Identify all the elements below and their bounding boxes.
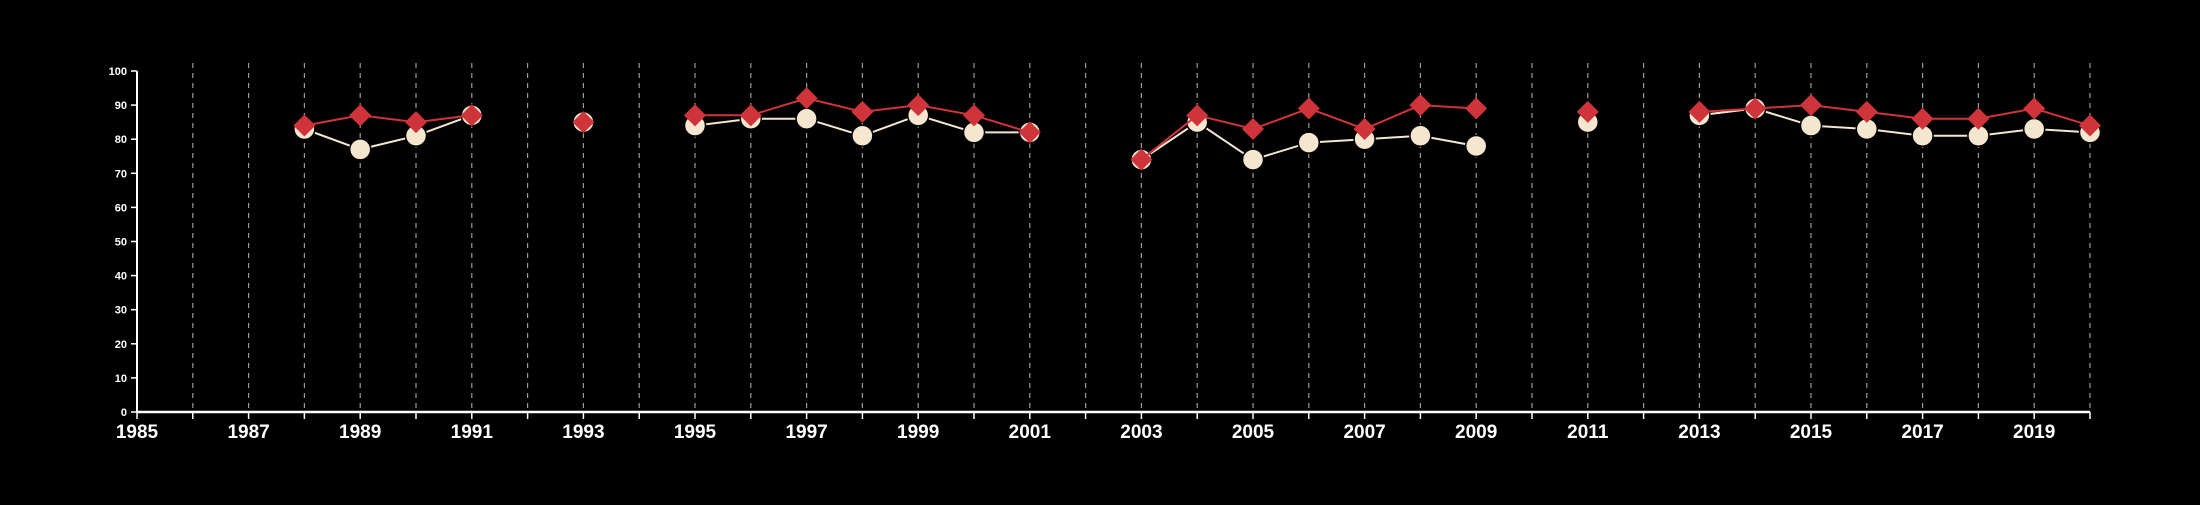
diamond-point-1988[interactable] [293, 114, 316, 137]
diamond-point-2014[interactable] [1744, 97, 1767, 120]
diamond-point-2004[interactable] [1186, 104, 1209, 127]
diamond-point-2000[interactable] [963, 104, 985, 127]
y-tick-label-60: 60 [115, 202, 127, 214]
series-diamond [293, 87, 2101, 171]
diamond-point-2006[interactable] [1297, 97, 1320, 120]
y-tick-label-80: 80 [115, 134, 127, 146]
diamond-point-2019[interactable] [2023, 97, 2046, 120]
x-tick-label-2015: 2015 [1790, 422, 1833, 443]
diamond-point-1989[interactable] [349, 104, 372, 127]
diamond-point-2018[interactable] [1967, 107, 1990, 130]
series [293, 87, 2102, 171]
circle-point-1997[interactable] [795, 107, 818, 130]
y-tick-label-20: 20 [115, 339, 127, 351]
x-tick-label-2003: 2003 [1120, 422, 1162, 443]
x-tick-label-2001: 2001 [1009, 422, 1052, 443]
x-tick-label-1997: 1997 [785, 422, 827, 443]
diamond-point-1997[interactable] [795, 87, 818, 110]
x-tick-label-2011: 2011 [1567, 422, 1609, 443]
diamond-point-2017[interactable] [1911, 107, 1934, 130]
circle-point-2006[interactable] [1297, 131, 1321, 154]
diamond-point-1999[interactable] [907, 94, 930, 117]
circle-point-1998[interactable] [851, 124, 874, 148]
diamond-point-2007[interactable] [1353, 117, 1376, 140]
circle-point-2019[interactable] [2022, 117, 2046, 141]
diamond-point-2016[interactable] [1855, 100, 1878, 123]
y-tick-label-90: 90 [115, 100, 127, 112]
diamond-point-2020[interactable] [2079, 114, 2101, 137]
diamond-point-2008[interactable] [1409, 94, 1432, 117]
diamond-point-2001[interactable] [1018, 121, 1041, 144]
diamond-point-2015[interactable] [1800, 94, 1822, 117]
circle-point-1989[interactable] [348, 138, 372, 161]
x-tick-label-2013: 2013 [1678, 422, 1720, 443]
x-tick-label-1995: 1995 [674, 422, 717, 443]
x-tick-label-1987: 1987 [227, 422, 269, 443]
circle-point-2008[interactable] [1409, 124, 1432, 148]
circle-point-2005[interactable] [1241, 148, 1265, 171]
diamond-point-1990[interactable] [405, 111, 427, 134]
diamond-point-2005[interactable] [1242, 117, 1264, 140]
gridlines [192, 63, 2091, 412]
y-tick-label-70: 70 [115, 168, 127, 180]
diamond-point-2011[interactable] [1576, 100, 1599, 123]
x-tick-label-1991: 1991 [451, 422, 494, 443]
diamond-point-1995[interactable] [684, 104, 706, 127]
series-diamond-line-0 [304, 114, 472, 127]
y-tick-label-100: 100 [109, 66, 127, 78]
x-tick-label-2007: 2007 [1343, 422, 1385, 443]
diamond-point-2013[interactable] [1688, 100, 1711, 123]
y-tick-label-10: 10 [115, 373, 127, 385]
axes: 0 10 20 30 40 50 60 70 80 90 100 1985 1987 1989 1991 19… [109, 66, 2091, 443]
x-tick-label-2009: 2009 [1455, 422, 1497, 443]
x-tick-label-1989: 1989 [339, 422, 381, 443]
diamond-point-2003[interactable] [1130, 148, 1153, 171]
circle-point-2015[interactable] [1799, 114, 1823, 137]
y-tick-label-40: 40 [115, 271, 127, 283]
y-tick-label-50: 50 [115, 237, 127, 249]
diamond-point-2009[interactable] [1465, 97, 1488, 120]
diamond-point-1991[interactable] [460, 104, 483, 127]
circle-point-2009[interactable] [1464, 134, 1488, 158]
x-tick-label-1999: 1999 [897, 422, 939, 443]
x-tick-label-1985: 1985 [116, 422, 159, 443]
series-circle-line-0 [304, 114, 473, 151]
x-tick-label-2005: 2005 [1232, 422, 1275, 443]
x-tick-label-1993: 1993 [562, 422, 604, 443]
y-tick-label-0: 0 [121, 407, 127, 419]
x-tick-label-2017: 2017 [1901, 422, 1943, 443]
diamond-point-1993[interactable] [572, 111, 595, 134]
y-tick-label-30: 30 [115, 305, 127, 317]
x-tick-label-2019: 2019 [2013, 422, 2055, 443]
diamond-point-1996[interactable] [739, 104, 762, 127]
diamond-point-1998[interactable] [851, 100, 874, 123]
